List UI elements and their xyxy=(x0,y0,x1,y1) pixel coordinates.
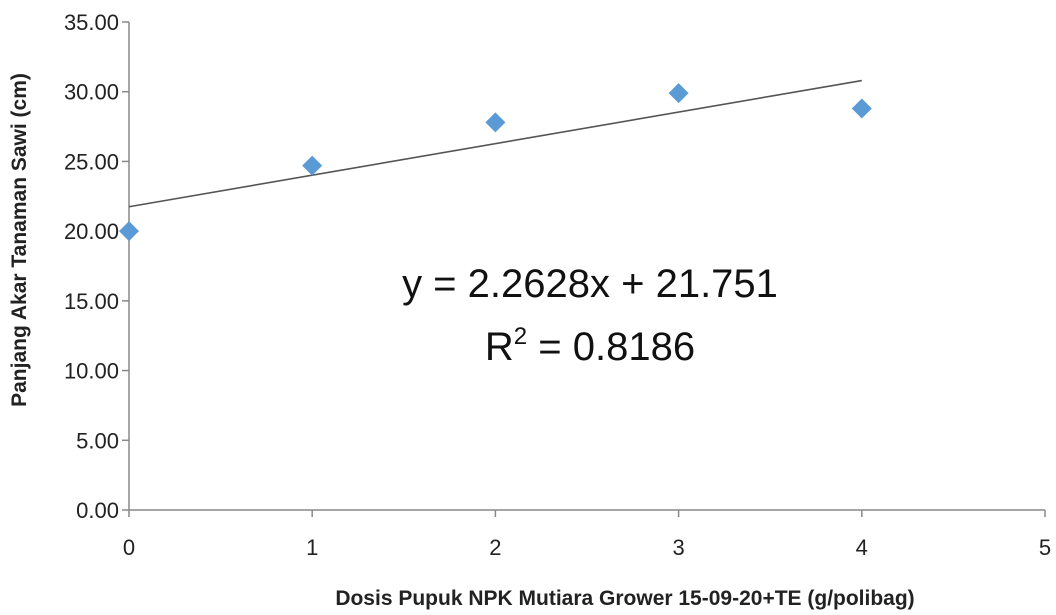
x-axis-title: Dosis Pupuk NPK Mutiara Grower 15-09-20+… xyxy=(335,587,914,610)
data-point xyxy=(485,112,506,133)
r-squared-label: R2 = 0.8186 xyxy=(485,323,695,369)
y-tick-label: 10.00 xyxy=(64,359,119,384)
x-tick-label: 0 xyxy=(123,535,135,560)
y-axis-title: Panjang Akar Tanaman Sawi (cm) xyxy=(8,73,31,407)
data-points xyxy=(119,83,872,242)
data-point xyxy=(851,98,872,119)
x-tick-labels: 0 1 2 3 4 5 xyxy=(123,535,1051,560)
y-tick-labels: 0.00 5.00 10.00 15.00 20.00 25.00 30.00 35.00 xyxy=(64,10,119,523)
x-axis-ticks xyxy=(128,510,1046,517)
y-tick-label: 20.00 xyxy=(64,219,119,244)
r-squared-prefix: R xyxy=(485,325,514,369)
data-point xyxy=(302,155,323,176)
x-tick-label: 5 xyxy=(1039,535,1051,560)
x-tick-label: 2 xyxy=(489,535,501,560)
r-squared-exponent: 2 xyxy=(514,323,527,350)
trendline-equation: y = 2.2628x + 21.751 xyxy=(402,262,778,306)
x-tick-label: 4 xyxy=(856,535,868,560)
y-tick-label: 30.00 xyxy=(64,80,119,105)
y-tick-label: 0.00 xyxy=(76,498,119,523)
y-tick-label: 5.00 xyxy=(76,428,119,453)
data-point xyxy=(668,83,689,104)
trendline xyxy=(128,79,862,208)
x-tick-label: 3 xyxy=(672,535,684,560)
data-point xyxy=(119,221,139,242)
y-tick-label: 15.00 xyxy=(64,289,119,314)
x-tick-label: 1 xyxy=(306,535,318,560)
y-tick-label: 25.00 xyxy=(64,149,119,174)
y-tick-label: 35.00 xyxy=(64,10,119,35)
y-axis-ticks xyxy=(122,21,129,511)
r-squared-value: = 0.8186 xyxy=(527,325,695,369)
